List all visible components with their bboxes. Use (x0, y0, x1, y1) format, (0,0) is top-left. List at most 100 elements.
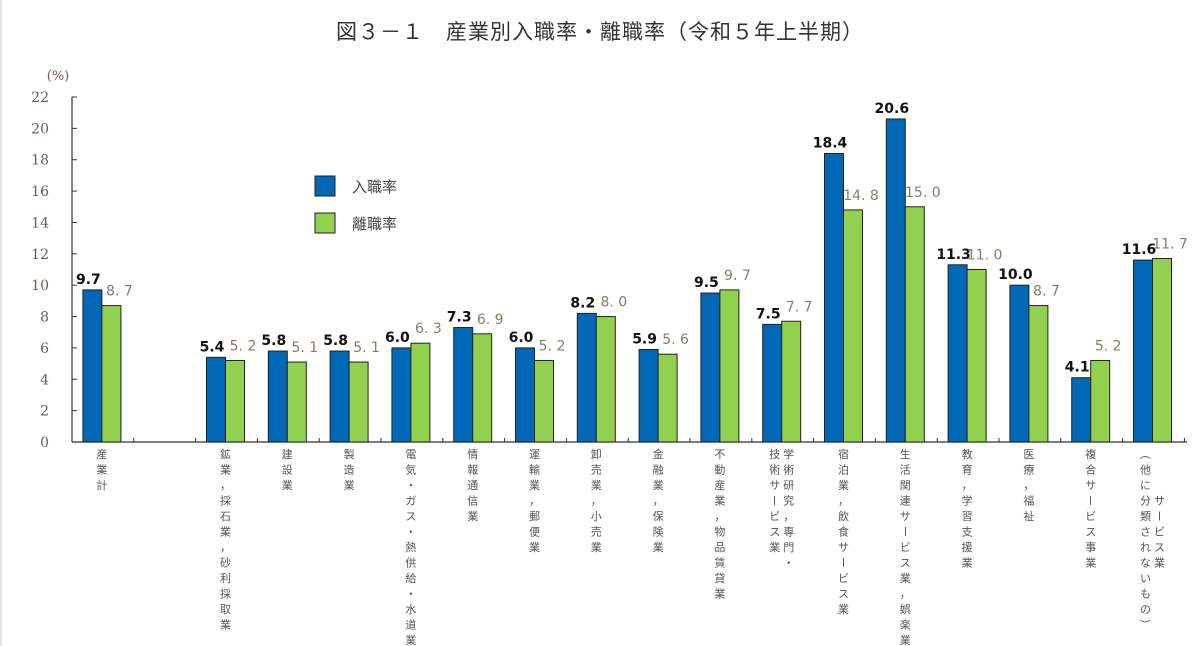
value-label-hire-rate: 4.1 (1065, 360, 1090, 376)
category-label-char: 業 (220, 619, 231, 632)
category-label-char: 業 (653, 541, 664, 554)
category-label-char: 融 (653, 464, 664, 477)
category-label-char: 術 (783, 464, 794, 477)
category-label-char: 利 (220, 572, 231, 585)
category-label-char: 産 (714, 479, 725, 492)
category-label: 製造業 (344, 447, 355, 492)
category-label-char: 給 (405, 571, 416, 585)
bar-hire-rate (82, 289, 103, 443)
category-label-char: 計 (96, 478, 107, 492)
category-label-char: 習 (962, 510, 973, 523)
value-label-hire-rate: 20.6 (875, 101, 910, 117)
category-label-char: 物 (714, 525, 725, 539)
legend-label-hire-rate: 入職率 (352, 178, 397, 196)
y-axis-unit-label: (%) (47, 69, 70, 84)
bar-hire-rate (1009, 284, 1030, 443)
y-tick-label: 6 (40, 341, 49, 357)
value-label-hire-rate: 5.8 (261, 333, 286, 349)
category-label-char: 業 (962, 557, 973, 570)
category-label-char: 品 (714, 541, 725, 554)
category-label-char: 業 (838, 603, 849, 616)
category-label-char: 郵 (529, 510, 540, 523)
legend-swatch-separation-rate (314, 212, 336, 234)
category-label-char: 類 (1140, 510, 1151, 523)
bar-separation-rate (286, 361, 307, 443)
value-label-separation-rate: 8. 7 (106, 284, 133, 300)
bar-hire-rate (1071, 377, 1092, 443)
category-label-char: 活 (900, 464, 911, 477)
bar-separation-rate (101, 305, 122, 443)
bar-separation-rate (719, 289, 740, 443)
bar-hire-rate (1133, 259, 1153, 443)
category-label-char: れ (1140, 541, 1151, 554)
category-label-char: 業 (769, 541, 780, 554)
category-label-char: 険 (653, 526, 664, 539)
bar-hire-rate (947, 264, 968, 443)
value-label-separation-rate: 5. 2 (230, 338, 257, 354)
bar-separation-rate (225, 359, 245, 443)
category-label-char: 賃 (714, 556, 725, 570)
category-label-char: 育 (962, 463, 973, 477)
value-label-hire-rate: 7.5 (756, 306, 781, 322)
category-label-char: 教 (962, 448, 973, 461)
bar-separation-rate (966, 269, 987, 443)
category-label-char: 業 (591, 479, 602, 492)
value-label-separation-rate: 6. 9 (477, 312, 504, 328)
category-label-char: 技 (769, 448, 780, 461)
category-label-char: 採 (220, 494, 231, 508)
category-label-char: ー (837, 557, 850, 568)
category-label-char: ・ (783, 557, 794, 570)
category-label-char: ス (405, 510, 416, 523)
category-label-char: 支 (962, 526, 973, 539)
value-labels: 9.78. 75.4 5. 2 5.8 5. 1 5.8 5. 16.06. 37.3 6.… (76, 101, 1188, 376)
value-label-separation-rate: 5. 2 (539, 338, 566, 354)
bar-separation-rate (595, 316, 616, 443)
value-label-hire-rate: 6.0 (509, 330, 534, 346)
value-label-hire-rate: 11.3 (936, 247, 971, 263)
category-label-char: 祉 (1023, 510, 1034, 523)
category-label-char: い (1140, 572, 1151, 585)
category-label-char: 電 (405, 448, 416, 461)
category-label-char: 売 (591, 464, 602, 477)
y-tick-label: 22 (31, 90, 49, 106)
category-label-char: ， (900, 588, 911, 601)
category-label-char: 卸 (591, 447, 602, 461)
category-label-char: 砂 (220, 557, 231, 570)
category-label-char: 泊 (838, 464, 849, 477)
category-label-char: 業 (714, 495, 725, 508)
bar-hire-rate (391, 347, 412, 443)
category-label-char: ス (900, 557, 911, 570)
value-label-separation-rate: 5. 2 (1095, 338, 1122, 354)
category-label-char: ， (591, 495, 602, 508)
y-tick-label: 4 (40, 372, 49, 388)
category-label-char: 情 (467, 448, 478, 461)
chart-title: 図３－１ 産業別入職率・離職率（令和５年上半期） (336, 20, 864, 44)
category-label-char: な (1140, 557, 1151, 570)
y-tick-label: 10 (31, 278, 49, 294)
category-label-char: ， (714, 510, 725, 523)
category-label-char: ・ (405, 479, 416, 492)
category-label-char: サ (838, 541, 849, 554)
value-label-hire-rate: 9.5 (694, 275, 719, 291)
category-label-char: ー (1084, 495, 1097, 506)
category-label: 卸売業，小売業 (591, 447, 602, 554)
category-label-char: ・ (405, 526, 416, 539)
category-label-char: 保 (653, 509, 664, 523)
category-label-char: 業 (838, 479, 849, 492)
category-label-char: 不 (714, 448, 725, 461)
value-label-hire-rate: 8.2 (570, 295, 595, 311)
category-label: 産業計 (96, 448, 107, 492)
category-label-char: ， (783, 510, 794, 523)
category-label-char: 信 (467, 495, 478, 508)
category-label-char: 術 (769, 464, 780, 477)
category-label-char: 他 (1140, 464, 1151, 477)
category-label-char: 究 (783, 494, 794, 508)
category-label-char: ビ (838, 572, 849, 585)
value-label-hire-rate: 11.6 (1122, 242, 1157, 258)
category-label-char: 合 (1085, 463, 1096, 477)
category-label-char: 報 (467, 464, 478, 477)
